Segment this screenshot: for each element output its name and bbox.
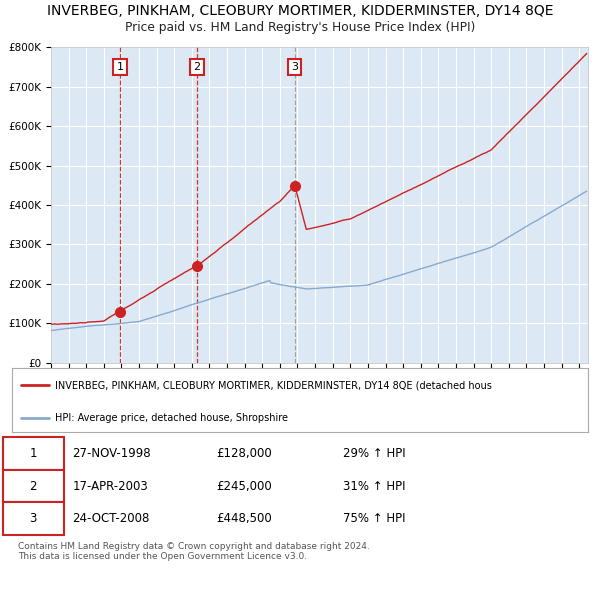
Text: 3: 3 [291,62,298,72]
Text: HPI: Average price, detached house, Shropshire: HPI: Average price, detached house, Shro… [55,413,288,423]
Text: 27-NOV-1998: 27-NOV-1998 [73,447,151,460]
Text: Contains HM Land Registry data © Crown copyright and database right 2024.
This d: Contains HM Land Registry data © Crown c… [18,542,370,561]
Text: Price paid vs. HM Land Registry's House Price Index (HPI): Price paid vs. HM Land Registry's House … [125,21,475,34]
Text: 24-OCT-2008: 24-OCT-2008 [73,512,150,525]
Text: £245,000: £245,000 [217,480,272,493]
Text: 29% ↑ HPI: 29% ↑ HPI [343,447,406,460]
Text: 2: 2 [193,62,200,72]
Text: £128,000: £128,000 [217,447,272,460]
FancyBboxPatch shape [4,470,64,503]
Text: 75% ↑ HPI: 75% ↑ HPI [343,512,406,525]
Text: 1: 1 [29,447,37,460]
Text: £448,500: £448,500 [217,512,272,525]
Text: 31% ↑ HPI: 31% ↑ HPI [343,480,406,493]
Text: 2: 2 [29,480,37,493]
Text: INVERBEG, PINKHAM, CLEOBURY MORTIMER, KIDDERMINSTER, DY14 8QE: INVERBEG, PINKHAM, CLEOBURY MORTIMER, KI… [47,4,553,18]
Text: 3: 3 [29,512,37,525]
Text: 17-APR-2003: 17-APR-2003 [73,480,148,493]
Text: 1: 1 [116,62,124,72]
Text: INVERBEG, PINKHAM, CLEOBURY MORTIMER, KIDDERMINSTER, DY14 8QE (detached hous: INVERBEG, PINKHAM, CLEOBURY MORTIMER, KI… [55,381,492,391]
FancyBboxPatch shape [4,503,64,535]
FancyBboxPatch shape [4,437,64,470]
